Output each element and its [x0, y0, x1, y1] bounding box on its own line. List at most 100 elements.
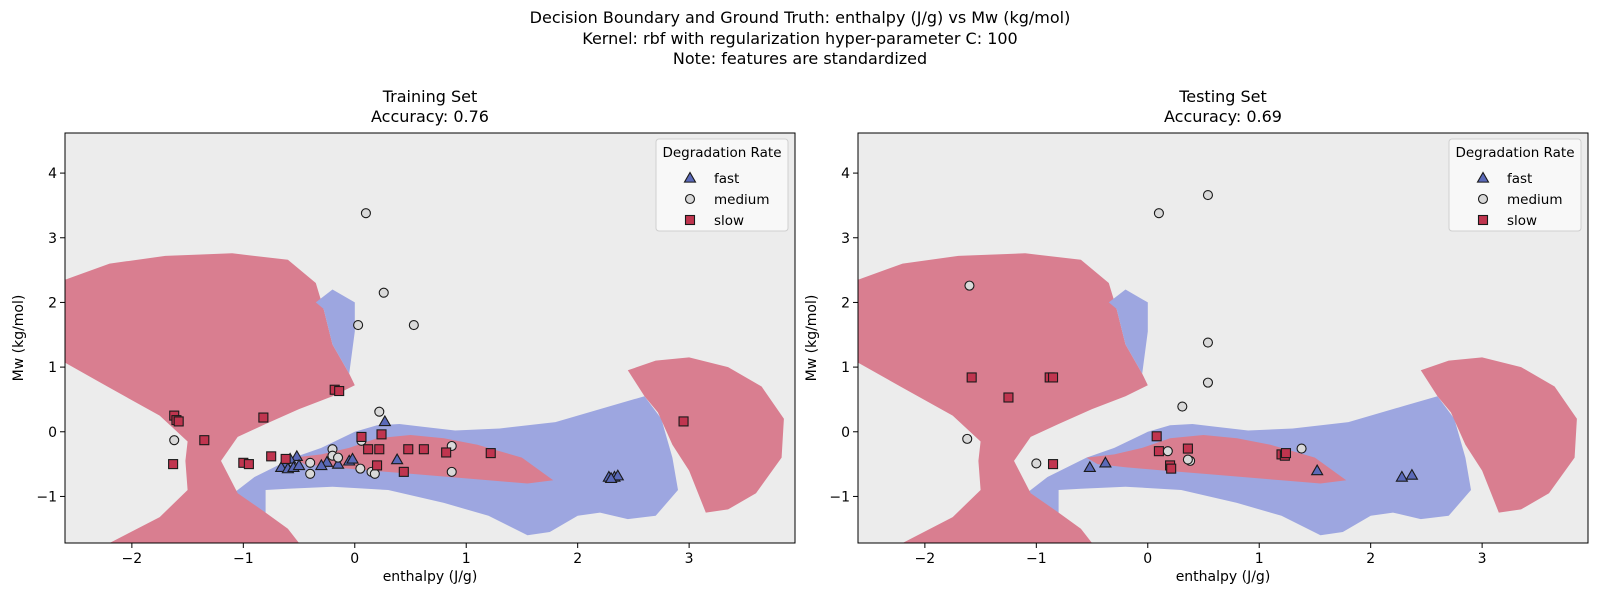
data-point-medium [333, 452, 344, 463]
legend-marker-slow [1477, 214, 1489, 226]
x-axis-label: enthalpy (J/g) [383, 569, 478, 585]
region-fast-upper [1108, 289, 1148, 374]
data-point-fast [314, 458, 328, 471]
y-tick-label: 1 [841, 360, 850, 376]
data-point-medium [305, 457, 316, 468]
figure-title-line-3: Note: features are standardized [672, 49, 928, 68]
data-point-fast [1083, 460, 1097, 473]
data-point-slow [173, 416, 184, 427]
data-point-medium [1182, 454, 1193, 465]
x-tick-label: 1 [462, 551, 471, 567]
legend-marker-fast [1476, 171, 1490, 183]
data-point-slow [1166, 463, 1177, 474]
data-point-slow [403, 444, 414, 455]
data-point-medium [355, 463, 366, 474]
data-point-slow [280, 453, 291, 464]
decision-regions [65, 253, 784, 543]
data-point-fast [611, 469, 625, 481]
data-point-fast [378, 414, 392, 427]
data-point-medium [964, 280, 975, 291]
data-point-slow [678, 416, 689, 427]
x-tick-label: 2 [1366, 551, 1375, 567]
data-point-fast [346, 452, 359, 464]
data-point-fast [292, 458, 306, 471]
legend-marker-medium [1477, 193, 1489, 205]
figure-title-line-1: Decision Boundary and Ground Truth: enth… [529, 8, 1071, 27]
x-tick-label: −2 [122, 551, 143, 567]
x-axis-label: enthalpy (J/g) [1176, 569, 1271, 585]
data-point-medium [1202, 190, 1214, 201]
region-slow-right [1420, 357, 1577, 513]
data-point-slow [334, 385, 345, 397]
x-tick-label: 0 [350, 551, 359, 567]
y-tick-label: 0 [48, 425, 57, 441]
data-point-slow [1003, 392, 1014, 403]
x-tick-label: 3 [1478, 551, 1487, 567]
data-point-fast [1098, 456, 1112, 468]
plot-frame [64, 132, 796, 544]
data-point-slow [1182, 443, 1193, 454]
data-point-medium [1177, 401, 1188, 412]
y-axis-label: Mw (kg/mol) [11, 295, 27, 382]
data-point-slow [199, 435, 210, 446]
region-slow-left [65, 253, 355, 543]
legend-box [655, 138, 789, 232]
data-point-fast [290, 449, 304, 462]
legend-title: Degradation Rate [662, 145, 781, 161]
legend: Degradation Rate fast medium slow [1448, 138, 1582, 232]
data-point-medium [169, 435, 180, 446]
data-point-medium [1153, 208, 1164, 219]
data-point-slow [418, 444, 429, 455]
legend-marker-fast [683, 171, 697, 183]
legend-title: Degradation Rate [1455, 145, 1574, 161]
panel-training: −2 −1 0 1 2 3 −1 0 1 2 3 4 enthalpy (J/g) Mw (kg/mol)… [11, 87, 796, 585]
data-point-slow [243, 459, 254, 470]
y-tick-label: 1 [48, 360, 57, 376]
data-point-medium [1202, 337, 1214, 348]
data-point-slow [441, 447, 452, 458]
x-tick-label: 3 [685, 551, 694, 567]
x-tick-label: 1 [1255, 551, 1264, 567]
data-point-slow [374, 444, 385, 455]
data-point-medium [1296, 443, 1307, 454]
figure-title: Decision Boundary and Ground Truth: enth… [0, 8, 1600, 70]
data-point-slow [372, 460, 383, 471]
data-point-slow [485, 448, 496, 459]
data-point-slow [398, 466, 409, 477]
y-tick-label: −1 [36, 489, 57, 505]
data-point-medium [1162, 446, 1173, 457]
y-tick-label: 4 [48, 166, 57, 182]
data-point-medium [1031, 458, 1042, 469]
legend-label-medium: medium [1507, 192, 1562, 208]
x-tick-label: −2 [915, 551, 936, 567]
figure-title-line-2: Kernel: rbf with regularization hyper-pa… [582, 28, 1018, 48]
data-point-slow [1047, 459, 1059, 470]
data-point-slow [1047, 372, 1059, 383]
legend-marker-slow [684, 214, 696, 226]
data-point-fast [604, 471, 618, 484]
panel-title: Testing Set [1178, 87, 1267, 106]
data-point-fast [1310, 463, 1324, 476]
data-point-fast [331, 457, 345, 469]
series-fast [1083, 456, 1419, 482]
data-point-slow [363, 444, 374, 455]
x-tick-label: −1 [233, 551, 254, 567]
y-tick-label: 3 [841, 231, 850, 247]
x-tick-label: 2 [573, 551, 582, 567]
legend-box [1448, 138, 1582, 232]
x-tick-label: 0 [1143, 551, 1152, 567]
legend-label-fast: fast [1507, 171, 1532, 187]
legend-label-slow: slow [1507, 213, 1537, 229]
plot-frame [857, 132, 1589, 544]
region-fast-upper [315, 289, 355, 374]
y-tick-label: −1 [829, 489, 850, 505]
data-point-slow [1153, 446, 1164, 457]
region-slow-band [1086, 435, 1347, 484]
y-tick-label: 2 [48, 295, 57, 311]
data-point-slow [376, 429, 387, 440]
x-tick-label: −1 [1026, 551, 1047, 567]
data-point-slow [966, 372, 977, 383]
data-points [962, 190, 1419, 482]
region-slow-right [627, 357, 784, 513]
data-point-slow [356, 431, 367, 442]
